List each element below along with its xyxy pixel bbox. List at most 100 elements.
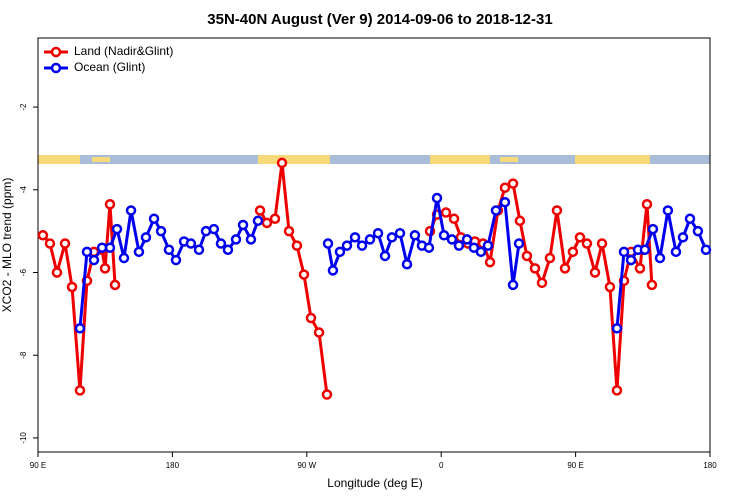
point: [551, 205, 563, 216]
point: [677, 232, 689, 243]
x-tick-label: 90 E: [30, 461, 46, 470]
point: [291, 240, 303, 251]
legend-label: Land (Nadir&Glint): [74, 44, 173, 58]
point: [99, 263, 111, 274]
legend-marker: [50, 46, 62, 58]
point: [514, 215, 526, 227]
point: [513, 238, 525, 249]
point: [245, 234, 257, 245]
point: [252, 215, 264, 227]
point: [104, 242, 116, 253]
point: [386, 232, 398, 243]
point: [646, 279, 658, 291]
point: [521, 250, 533, 262]
point: [321, 389, 333, 400]
point: [59, 238, 71, 249]
point: [431, 192, 443, 204]
point: [237, 219, 249, 231]
x-tick-label: 90 E: [567, 461, 583, 470]
point: [574, 232, 586, 243]
point: [684, 213, 696, 224]
point: [44, 238, 56, 249]
legend-label: Ocean (Glint): [74, 60, 145, 74]
point: [322, 238, 334, 249]
point: [453, 240, 465, 251]
y-tick-label: -4: [19, 186, 28, 194]
point: [544, 252, 556, 264]
point: [596, 238, 608, 249]
point: [482, 240, 494, 251]
point: [81, 246, 93, 258]
y-tick-label: -6: [19, 268, 28, 276]
point: [313, 327, 325, 338]
point: [163, 244, 175, 256]
x-tick-label: 90 W: [297, 461, 316, 470]
point: [74, 385, 86, 396]
point: [611, 323, 623, 334]
point: [111, 223, 123, 235]
point: [104, 199, 116, 210]
y-tick-label: -2: [19, 103, 28, 111]
point: [66, 281, 78, 293]
point: [305, 312, 317, 324]
point: [125, 205, 137, 216]
point: [647, 223, 659, 235]
point: [341, 240, 353, 251]
y-tick-label: -8: [19, 351, 28, 359]
point: [440, 207, 452, 218]
point: [475, 246, 487, 258]
point: [222, 244, 234, 256]
y-tick-label: -10: [19, 432, 28, 444]
point: [634, 263, 646, 274]
point: [88, 254, 100, 266]
point: [401, 258, 413, 270]
point: [499, 182, 511, 193]
point: [372, 227, 384, 239]
point: [356, 240, 368, 251]
point: [461, 234, 473, 245]
point: [283, 225, 295, 237]
point: [261, 217, 273, 229]
map-strip: [38, 155, 710, 164]
point: [448, 213, 460, 224]
point: [654, 252, 666, 264]
point: [639, 244, 651, 256]
point: [334, 246, 346, 258]
x-tick-label: 180: [703, 461, 717, 470]
point: [118, 252, 130, 264]
point: [423, 242, 435, 253]
x-axis-label: Longitude (deg E): [327, 476, 422, 490]
point: [349, 232, 361, 243]
point: [409, 230, 421, 241]
point: [490, 205, 502, 216]
point: [148, 213, 160, 224]
series-line: [41, 162, 654, 395]
point: [230, 234, 242, 245]
legend-marker: [50, 62, 62, 74]
point: [581, 238, 593, 249]
point: [276, 157, 288, 169]
point: [170, 254, 182, 266]
point: [109, 279, 121, 291]
point: [700, 244, 712, 256]
point: [379, 250, 391, 262]
point: [507, 279, 519, 291]
point: [618, 246, 630, 258]
point: [499, 196, 511, 208]
point: [446, 234, 458, 245]
point: [140, 232, 152, 243]
point: [662, 205, 674, 216]
point: [51, 267, 63, 278]
point: [185, 238, 197, 249]
point: [529, 263, 541, 274]
point: [507, 178, 519, 189]
point: [133, 246, 145, 258]
chart-title: 35N-40N August (Ver 9) 2014-09-06 to 201…: [207, 11, 552, 28]
point: [208, 223, 220, 235]
point: [567, 246, 579, 258]
point: [394, 227, 406, 239]
x-tick-label: 180: [166, 461, 180, 470]
y-axis-label: XCO2 - MLO trend (ppm): [0, 178, 14, 313]
point: [298, 269, 310, 280]
